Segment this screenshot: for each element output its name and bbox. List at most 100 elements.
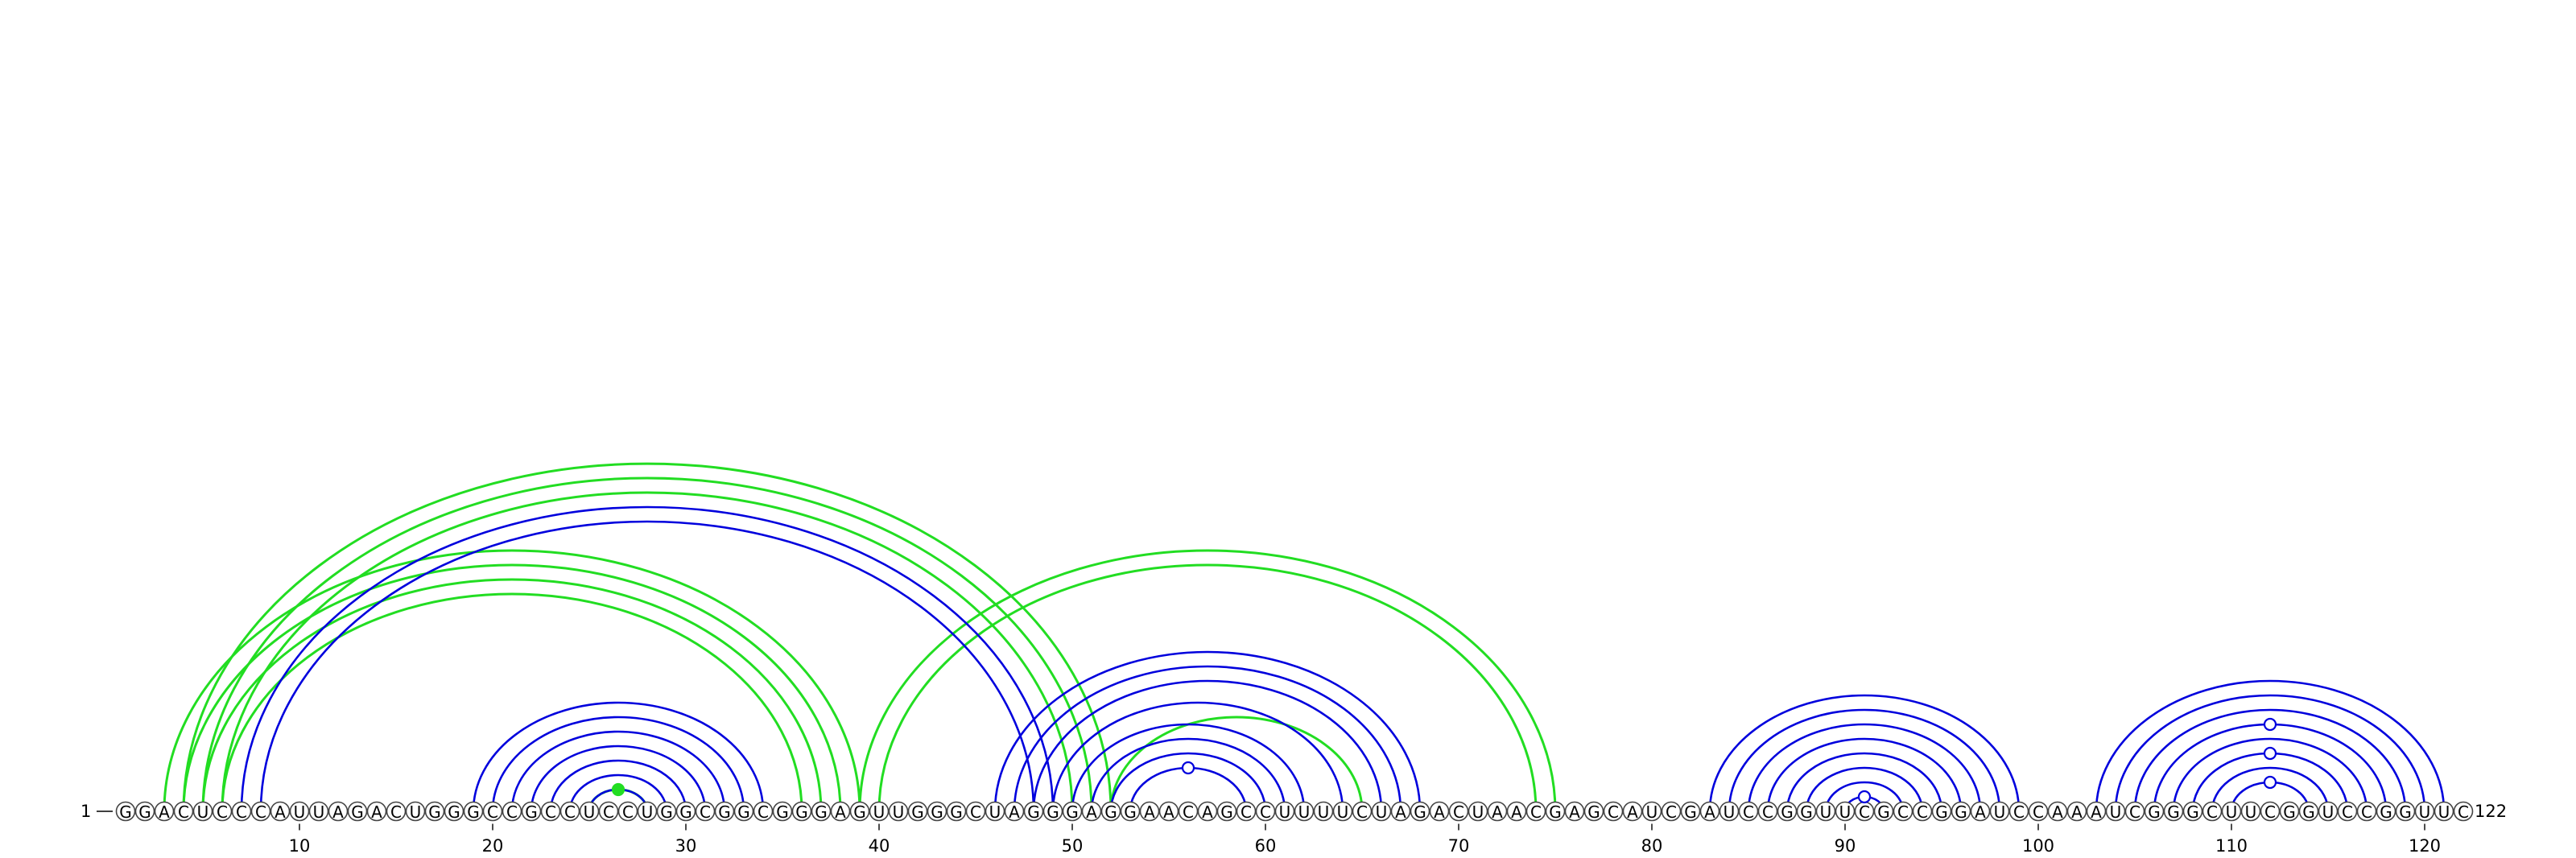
nucleotide-circle — [1139, 801, 1160, 822]
nucleotide-circle — [907, 801, 928, 822]
nucleotide-circle — [192, 801, 213, 822]
nucleotide-letter: G — [1027, 802, 1040, 822]
arc-blue-86-96 — [1766, 737, 1963, 812]
nucleotide-letter: U — [1318, 802, 1330, 822]
nucleotide-circle — [231, 801, 252, 822]
nucleotide-letter: C — [1183, 802, 1194, 822]
nucleotide-letter: G — [525, 802, 538, 822]
nucleotide-letter: U — [313, 802, 325, 822]
nucleotide-circle — [347, 801, 368, 822]
nucleotide-letter: U — [2110, 802, 2122, 822]
tick-label: 10 — [289, 836, 311, 856]
nucleotide-letter: C — [236, 802, 247, 822]
nucleotide-circle — [1564, 801, 1585, 822]
nucleotide-circle — [2028, 801, 2049, 822]
nucleotide-circle — [2414, 801, 2435, 822]
tick-label: 20 — [482, 836, 504, 856]
nucleotide-circle — [617, 801, 638, 822]
nucleotide-letter: G — [1066, 802, 1079, 822]
nucleotide-circle — [985, 801, 1005, 822]
nucleotide-circle — [1738, 801, 1759, 822]
nucleotide-letter: G — [2186, 802, 2199, 822]
nucleotide-letter: G — [1046, 802, 1059, 822]
nucleotide-letter: G — [2283, 802, 2296, 822]
nucleotide-circle — [115, 801, 136, 822]
nucleotide-letter: G — [815, 802, 828, 822]
nucleotide-letter: U — [1337, 802, 1349, 822]
nucleotide-letter: U — [1839, 802, 1852, 822]
loop-marker — [2263, 717, 2277, 732]
tick-label: 80 — [1641, 836, 1663, 856]
nucleotide-letter: U — [2419, 802, 2431, 822]
nucleotide-letter: A — [1163, 802, 1174, 822]
nucleotide-circle — [2124, 801, 2145, 822]
nucleotide-letter: C — [1859, 802, 1870, 822]
arc-green-39-75 — [858, 549, 1557, 812]
nucleotide-letter: A — [1975, 802, 1986, 822]
nucleotide-letter: G — [1800, 802, 1813, 822]
nucleotide-letter: C — [2458, 802, 2469, 822]
nucleotide-circle — [502, 801, 522, 822]
nucleotide-letter: U — [1646, 802, 1658, 822]
nucleotide-letter: A — [1627, 802, 1638, 822]
nucleotide-letter: U — [893, 802, 905, 822]
nucleotide-circle — [2221, 801, 2242, 822]
nucleotide-letter: C — [1241, 802, 1252, 822]
nucleotide-circle — [2202, 801, 2223, 822]
arc-blue-46-68 — [993, 650, 1422, 812]
nucleotide-circle — [1216, 801, 1237, 822]
nucleotide-circle — [250, 801, 271, 822]
tick-label: 30 — [675, 836, 697, 856]
loop-marker — [1181, 761, 1195, 775]
nucleotide-letter: G — [1684, 802, 1697, 822]
nucleotide-circle — [482, 801, 503, 822]
arc-blue-51-61 — [1090, 737, 1286, 812]
nucleotide-circle — [1545, 801, 1566, 822]
nucleotide-letter: G — [853, 802, 866, 822]
nucleotide-circle — [1004, 801, 1025, 822]
nucleotide-circle — [1062, 801, 1083, 822]
arc-blue-87-95 — [1785, 752, 1943, 812]
nucleotide-circle — [1719, 801, 1740, 822]
arc-blue-88-94 — [1805, 766, 1924, 812]
nucleotide-letter: G — [2167, 802, 2180, 822]
nucleotide-circle — [2008, 801, 2029, 822]
nucleotide-letter: G — [1124, 802, 1137, 822]
tick-label: 40 — [869, 836, 890, 856]
arc-blue-23-30 — [549, 759, 687, 812]
nucleotide-circle — [1583, 801, 1604, 822]
nucleotide-letter: A — [2091, 802, 2102, 822]
nucleotide-letter: C — [2129, 802, 2140, 822]
nucleotide-circle — [1429, 801, 1450, 822]
nucleotide-letter: A — [1511, 802, 1522, 822]
nucleotide-letter: U — [989, 802, 1001, 822]
arc-blue-104-120 — [2114, 694, 2426, 812]
arc-green-4-38 — [182, 563, 842, 812]
nucleotide-circle — [559, 801, 580, 822]
nucleotide-letter: G — [428, 802, 441, 822]
nucleotide-letter: C — [1666, 802, 1677, 822]
nucleotide-circle — [1699, 801, 1720, 822]
nucleotide-letter: U — [584, 802, 596, 822]
nucleotide-letter: G — [1935, 802, 1948, 822]
nucleotide-letter: A — [2071, 802, 2083, 822]
loop-marker — [2263, 775, 2277, 790]
nucleotide-circle — [1777, 801, 1798, 822]
arc-green-52-65 — [1109, 716, 1364, 812]
nucleotide-letter: C — [2342, 802, 2353, 822]
tick-label: 110 — [2215, 836, 2248, 856]
nucleotide-letter: U — [410, 802, 422, 822]
arc-blue-48-66 — [1032, 679, 1383, 812]
nucleotide-circle — [212, 801, 233, 822]
nucleotide-letter: G — [1587, 802, 1600, 822]
arc-blue-49-64 — [1051, 701, 1344, 812]
nucleotide-letter: G — [911, 802, 924, 822]
position-ticks: 10 20 30 40 50 60 70 80 90 100 110 120 — [289, 823, 2441, 856]
nucleotide-letter: U — [1376, 802, 1388, 822]
nucleotide-circle — [714, 801, 735, 822]
nucleotide-circle — [270, 801, 291, 822]
nucleotide-letter: A — [371, 802, 382, 822]
nucleotide-circle — [1197, 801, 1218, 822]
nucleotide-circle — [1274, 801, 1295, 822]
